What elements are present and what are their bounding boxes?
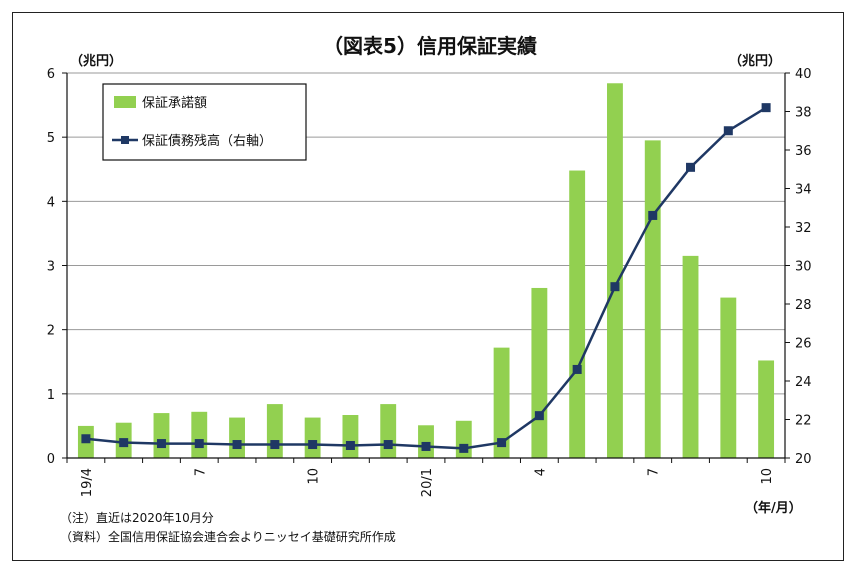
- x-axis-ticks: 19/4 7 10 20/1 4 7 10: [80, 468, 775, 497]
- bar: [493, 347, 510, 458]
- left-axis-ticks: 0 1 2 3 4 5 6: [47, 67, 67, 467]
- right-tick-label: 30: [795, 260, 812, 275]
- x-tick-label: 19/4: [80, 468, 95, 497]
- line-point: [761, 103, 771, 113]
- bar: [720, 297, 737, 458]
- x-tick-label: 10: [760, 468, 775, 485]
- legend-box: [102, 83, 307, 161]
- bar: [531, 287, 548, 458]
- note-line-1: （注）直近は2020年10月分: [60, 510, 214, 525]
- right-tick-label: 26: [795, 337, 812, 352]
- right-tick-label: 32: [795, 221, 812, 236]
- left-tick-label: 0: [47, 452, 55, 467]
- bar: [229, 417, 245, 458]
- x-tick-label: 20/1: [420, 468, 435, 497]
- bar: [644, 140, 661, 458]
- legend-bar-label: 保証承諾額: [142, 95, 207, 111]
- left-tick-label: 1: [47, 388, 55, 403]
- bar: [304, 417, 321, 458]
- legend-line-marker: [121, 136, 129, 144]
- left-tick-label: 2: [47, 324, 55, 339]
- x-tick-label: 10: [307, 468, 322, 485]
- line-point: [459, 443, 469, 453]
- line-point: [308, 440, 318, 450]
- right-tick-label: 40: [795, 67, 812, 82]
- bar: [682, 255, 699, 458]
- right-tick-label: 28: [795, 298, 812, 313]
- line-point: [270, 440, 280, 450]
- line-point: [534, 411, 544, 421]
- left-tick-label: 5: [47, 131, 55, 146]
- legend-bar-swatch: [114, 96, 136, 108]
- note-line-2: （資料）全国信用保証協会連合会よりニッセイ基礎研究所作成: [60, 529, 396, 544]
- x-axis-unit: （年/月）: [745, 500, 802, 516]
- legend-line-label: 保証債務残高（右軸）: [142, 133, 272, 149]
- right-tick-label: 20: [795, 452, 812, 467]
- line-point: [421, 441, 431, 451]
- line-point: [232, 440, 242, 450]
- left-tick-label: 6: [47, 67, 55, 82]
- bar: [342, 415, 359, 458]
- right-tick-label: 36: [795, 144, 812, 159]
- bar: [418, 425, 434, 458]
- line-point: [572, 364, 582, 374]
- bar: [607, 83, 623, 459]
- right-tick-label: 38: [795, 106, 812, 121]
- line-point: [723, 126, 733, 136]
- line-point: [497, 438, 507, 448]
- line-point: [610, 282, 620, 292]
- chart-title: （図表5）信用保証実績: [323, 34, 537, 58]
- line-point: [81, 434, 91, 444]
- left-axis-unit: （兆円）: [70, 53, 122, 69]
- x-tick-label: 4: [533, 468, 548, 476]
- right-axis-ticks: 20 22 24 26 28 30 32 34 36 38 40: [785, 67, 812, 467]
- line-point: [194, 439, 204, 449]
- bar: [758, 360, 775, 458]
- bar: [380, 404, 397, 458]
- legend: 保証承諾額 保証債務残高（右軸）: [102, 83, 307, 161]
- line-point: [156, 439, 166, 449]
- bar-series: [77, 83, 775, 459]
- bar: [266, 404, 283, 458]
- left-tick-label: 3: [47, 260, 55, 275]
- line-point: [648, 210, 658, 220]
- bar: [153, 413, 170, 458]
- line-point: [345, 440, 355, 450]
- bar: [569, 170, 586, 459]
- left-tick-label: 4: [47, 195, 55, 210]
- x-tick-label: 7: [193, 468, 208, 476]
- right-tick-label: 22: [795, 414, 812, 429]
- x-tick-label: 7: [647, 468, 662, 476]
- right-axis-unit: （兆円）: [729, 53, 781, 69]
- right-tick-label: 24: [795, 375, 812, 390]
- line-point: [686, 162, 696, 172]
- line-series: [81, 103, 771, 453]
- line-point: [383, 440, 393, 450]
- right-tick-label: 34: [795, 183, 812, 198]
- line-point: [119, 438, 129, 448]
- bar: [191, 411, 208, 458]
